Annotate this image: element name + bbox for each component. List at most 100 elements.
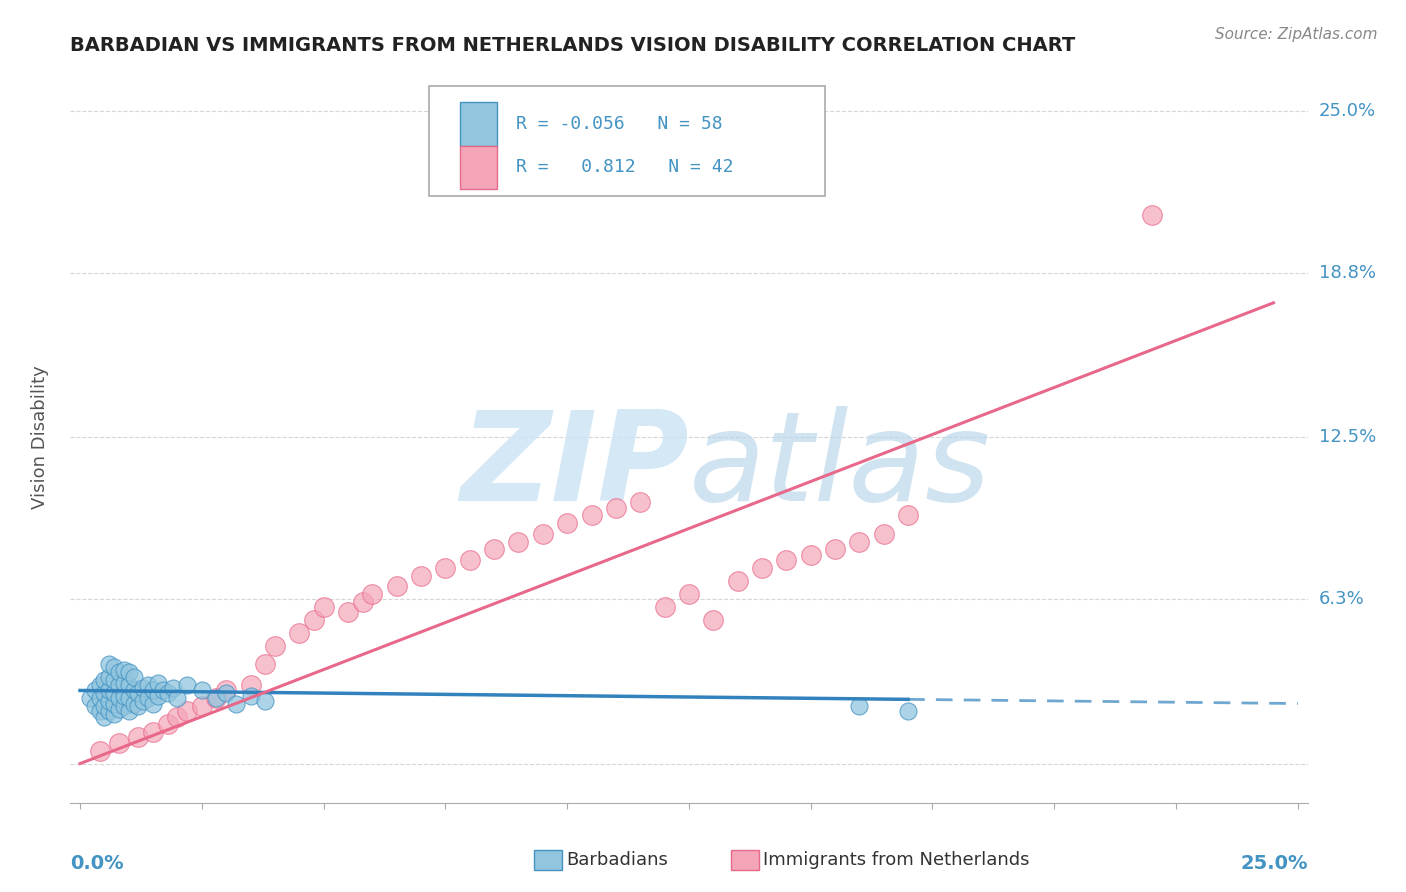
Point — [605, 500, 627, 515]
Point — [434, 560, 457, 574]
Point — [239, 689, 262, 703]
Point — [156, 717, 179, 731]
Point — [93, 686, 115, 700]
Point — [122, 683, 145, 698]
Text: BARBADIAN VS IMMIGRANTS FROM NETHERLANDS VISION DISABILITY CORRELATION CHART: BARBADIAN VS IMMIGRANTS FROM NETHERLANDS… — [70, 36, 1076, 54]
Point — [98, 705, 121, 719]
Point — [162, 681, 184, 695]
FancyBboxPatch shape — [460, 102, 498, 145]
Point — [848, 534, 870, 549]
Point — [136, 678, 159, 692]
Point — [458, 553, 481, 567]
Point — [108, 736, 131, 750]
Point — [89, 705, 111, 719]
Point — [531, 526, 554, 541]
Point — [89, 691, 111, 706]
Point — [254, 694, 277, 708]
Point — [128, 699, 150, 714]
Point — [409, 568, 432, 582]
Point — [508, 534, 530, 549]
Text: 25.0%: 25.0% — [1319, 102, 1376, 120]
Point — [824, 542, 846, 557]
Point — [361, 587, 384, 601]
Text: 18.8%: 18.8% — [1319, 263, 1375, 282]
Point — [176, 678, 198, 692]
Text: 25.0%: 25.0% — [1240, 854, 1308, 873]
Point — [727, 574, 749, 588]
Point — [98, 694, 121, 708]
Point — [98, 657, 121, 672]
Y-axis label: Vision Disability: Vision Disability — [31, 365, 49, 509]
Point — [751, 560, 773, 574]
Point — [128, 686, 150, 700]
Text: R =   0.812   N = 42: R = 0.812 N = 42 — [516, 159, 733, 177]
Point — [108, 665, 131, 680]
Point — [176, 705, 198, 719]
Point — [312, 599, 335, 614]
FancyBboxPatch shape — [460, 145, 498, 189]
Point — [873, 526, 896, 541]
Point — [146, 675, 169, 690]
Point — [352, 594, 374, 608]
Text: Barbadians: Barbadians — [567, 851, 668, 869]
Text: Source: ZipAtlas.com: Source: ZipAtlas.com — [1215, 27, 1378, 42]
Point — [254, 657, 277, 672]
Point — [93, 699, 115, 714]
Point — [93, 673, 115, 687]
Point — [142, 697, 165, 711]
Point — [103, 706, 125, 721]
Point — [118, 665, 141, 680]
Point — [142, 725, 165, 739]
Point — [118, 691, 141, 706]
Point — [112, 699, 135, 714]
Point — [103, 686, 125, 700]
Point — [142, 683, 165, 698]
Point — [79, 691, 101, 706]
Point — [897, 508, 920, 523]
Point — [83, 699, 105, 714]
Point — [205, 691, 228, 706]
Point — [581, 508, 603, 523]
Point — [302, 613, 325, 627]
Point — [136, 691, 159, 706]
Text: R = -0.056   N = 58: R = -0.056 N = 58 — [516, 115, 723, 133]
Point — [191, 699, 214, 714]
Point — [128, 731, 150, 745]
Point — [103, 697, 125, 711]
Point — [654, 599, 676, 614]
Text: 0.0%: 0.0% — [70, 854, 124, 873]
Text: Immigrants from Netherlands: Immigrants from Netherlands — [763, 851, 1031, 869]
Point — [122, 670, 145, 684]
Point — [108, 678, 131, 692]
Point — [288, 626, 311, 640]
Point — [239, 678, 262, 692]
Point — [702, 613, 724, 627]
Point — [555, 516, 578, 531]
Point — [156, 686, 179, 700]
Point — [89, 678, 111, 692]
Point — [385, 579, 408, 593]
Point — [215, 683, 238, 698]
Point — [112, 663, 135, 677]
Point — [132, 681, 155, 695]
Text: atlas: atlas — [689, 406, 991, 527]
Point — [112, 689, 135, 703]
Point — [628, 495, 651, 509]
Point — [108, 702, 131, 716]
Point — [146, 689, 169, 703]
Point — [118, 705, 141, 719]
Point — [103, 660, 125, 674]
Point — [225, 697, 247, 711]
Point — [264, 639, 287, 653]
Point — [118, 678, 141, 692]
Point — [152, 683, 174, 698]
Point — [775, 553, 797, 567]
Point — [1140, 208, 1163, 222]
Point — [215, 686, 238, 700]
Text: 6.3%: 6.3% — [1319, 590, 1364, 608]
Point — [800, 548, 823, 562]
Point — [848, 699, 870, 714]
Point — [166, 691, 188, 706]
Point — [89, 743, 111, 757]
Point — [482, 542, 505, 557]
